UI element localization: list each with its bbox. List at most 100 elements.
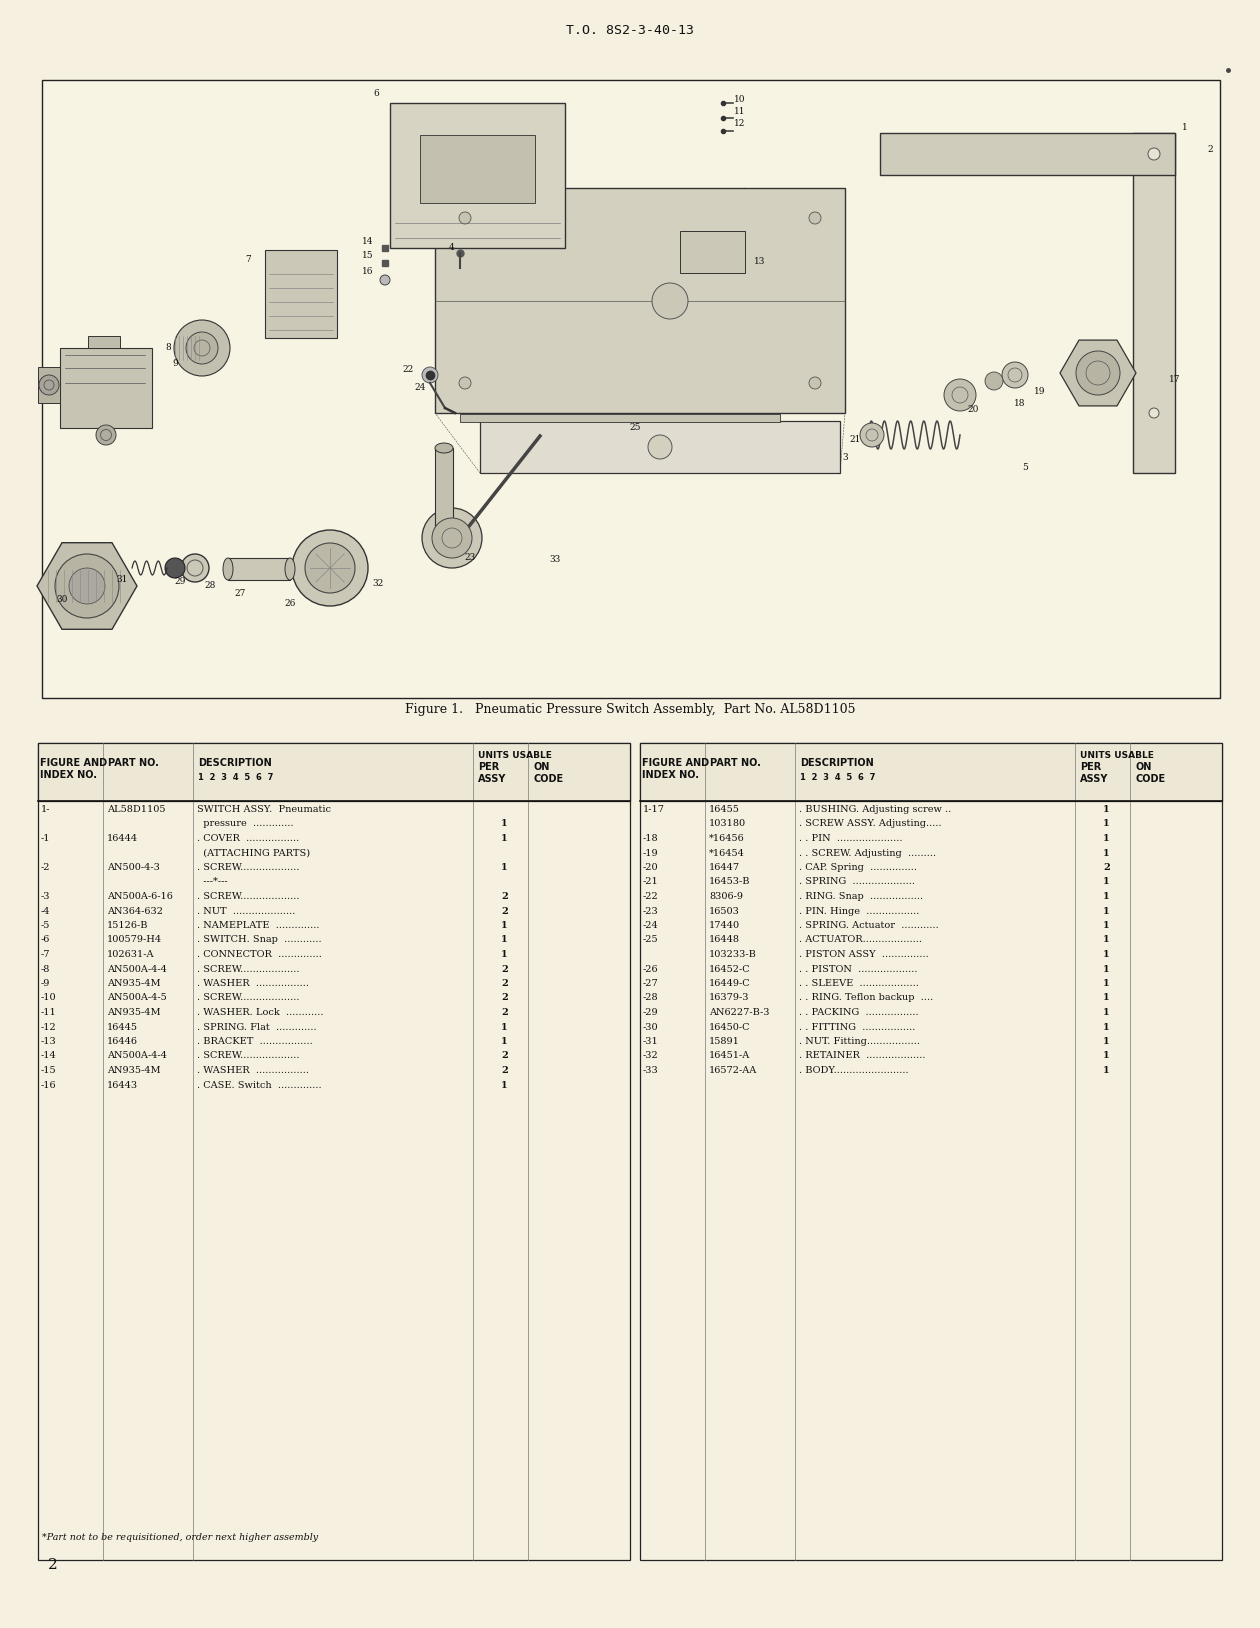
Text: 1: 1	[1102, 804, 1110, 814]
Text: pressure  .............: pressure .............	[197, 819, 294, 829]
Circle shape	[422, 366, 438, 383]
Circle shape	[39, 374, 59, 396]
Text: . . PIN  .....................: . . PIN .....................	[799, 834, 902, 843]
Circle shape	[181, 554, 209, 581]
Text: -33: -33	[643, 1066, 659, 1074]
Text: 20: 20	[968, 405, 979, 415]
Bar	[640, 742, 1222, 801]
Text: 1: 1	[501, 1022, 508, 1032]
Text: 1: 1	[501, 951, 508, 959]
Text: 24: 24	[415, 384, 426, 392]
Text: PER: PER	[478, 762, 499, 772]
Text: -30: -30	[643, 1022, 659, 1032]
Bar	[60, 348, 152, 428]
Text: 1: 1	[501, 819, 508, 829]
Text: 16444: 16444	[107, 834, 139, 843]
Text: AN935-4M: AN935-4M	[107, 1066, 160, 1074]
Text: 3: 3	[842, 454, 848, 462]
Text: -22: -22	[643, 892, 659, 900]
Text: 1: 1	[501, 1037, 508, 1047]
Text: . SCREW...................: . SCREW...................	[197, 892, 300, 900]
Text: ASSY: ASSY	[1080, 773, 1109, 785]
Text: 2: 2	[501, 978, 508, 988]
Text: AN935-4M: AN935-4M	[107, 1008, 160, 1018]
Text: 16: 16	[363, 267, 374, 277]
Text: 2: 2	[501, 892, 508, 900]
Circle shape	[1076, 352, 1120, 396]
Text: 16572-AA: 16572-AA	[709, 1066, 757, 1074]
Bar	[265, 251, 336, 339]
Text: AN500A-4-4: AN500A-4-4	[107, 1052, 166, 1060]
Text: 16450-C: 16450-C	[709, 1022, 751, 1032]
Text: AN364-632: AN364-632	[107, 907, 163, 915]
Bar	[680, 231, 745, 274]
Circle shape	[422, 508, 483, 568]
Text: . COVER  .................: . COVER .................	[197, 834, 300, 843]
Text: 1: 1	[1102, 1052, 1110, 1060]
Text: . BUSHING. Adjusting screw ..: . BUSHING. Adjusting screw ..	[799, 804, 951, 814]
Text: . WASHER  .................: . WASHER .................	[197, 1066, 309, 1074]
Text: 1-17: 1-17	[643, 804, 665, 814]
Text: . WASHER. Lock  ............: . WASHER. Lock ............	[197, 1008, 324, 1018]
Circle shape	[459, 212, 471, 225]
Text: 17: 17	[1169, 376, 1181, 384]
Text: 30: 30	[57, 596, 68, 604]
Circle shape	[96, 425, 116, 444]
Text: . SCREW ASSY. Adjusting.....: . SCREW ASSY. Adjusting.....	[799, 819, 941, 829]
Bar	[38, 742, 630, 801]
Text: -2: -2	[42, 863, 50, 873]
Text: AN6227-B-3: AN6227-B-3	[709, 1008, 770, 1018]
Ellipse shape	[223, 558, 233, 580]
Text: -19: -19	[643, 848, 659, 858]
Circle shape	[648, 435, 672, 459]
Text: -23: -23	[643, 907, 659, 915]
Text: 1: 1	[1102, 951, 1110, 959]
Text: 15891: 15891	[709, 1037, 740, 1047]
Circle shape	[55, 554, 118, 619]
Text: UNITS USABLE: UNITS USABLE	[478, 751, 552, 760]
Text: 16449-C: 16449-C	[709, 978, 751, 988]
Text: . BRACKET  .................: . BRACKET .................	[197, 1037, 312, 1047]
Bar	[38, 742, 630, 1560]
Circle shape	[459, 378, 471, 389]
Circle shape	[809, 378, 822, 389]
Text: 26: 26	[285, 599, 296, 607]
Text: 23: 23	[465, 554, 475, 563]
Bar	[88, 335, 120, 348]
Text: -1: -1	[42, 834, 50, 843]
Text: 2: 2	[501, 1052, 508, 1060]
Text: . . PACKING  .................: . . PACKING .................	[799, 1008, 919, 1018]
Text: INDEX NO.: INDEX NO.	[643, 770, 699, 780]
Circle shape	[651, 283, 688, 319]
Bar	[879, 133, 1176, 174]
Text: . PISTON ASSY  ...............: . PISTON ASSY ...............	[799, 951, 929, 959]
Text: -20: -20	[643, 863, 659, 873]
Text: 13: 13	[755, 257, 766, 267]
Text: . NUT  ....................: . NUT ....................	[197, 907, 295, 915]
Text: . . SLEEVE  ...................: . . SLEEVE ...................	[799, 978, 919, 988]
Text: . . FITTING  .................: . . FITTING .................	[799, 1022, 915, 1032]
Bar	[480, 422, 840, 474]
Text: -15: -15	[42, 1066, 57, 1074]
Text: -28: -28	[643, 993, 659, 1003]
Text: . CASE. Switch  ..............: . CASE. Switch ..............	[197, 1081, 321, 1089]
Text: -32: -32	[643, 1052, 659, 1060]
Text: -29: -29	[643, 1008, 659, 1018]
Text: 10: 10	[735, 96, 746, 104]
Text: -18: -18	[643, 834, 659, 843]
Text: . SCREW...................: . SCREW...................	[197, 863, 300, 873]
Text: AL58D1105: AL58D1105	[107, 804, 165, 814]
Text: 27: 27	[234, 588, 246, 597]
Text: -3: -3	[42, 892, 50, 900]
Bar	[435, 448, 454, 549]
Text: CODE: CODE	[1135, 773, 1166, 785]
Text: 16453-B: 16453-B	[709, 877, 751, 887]
Text: 16445: 16445	[107, 1022, 139, 1032]
Circle shape	[861, 423, 885, 448]
Text: -6: -6	[42, 936, 50, 944]
Text: *16456: *16456	[709, 834, 745, 843]
Text: 103233-B: 103233-B	[709, 951, 757, 959]
Text: 17440: 17440	[709, 921, 740, 930]
Text: 31: 31	[116, 576, 127, 584]
Text: ON: ON	[1135, 762, 1152, 772]
